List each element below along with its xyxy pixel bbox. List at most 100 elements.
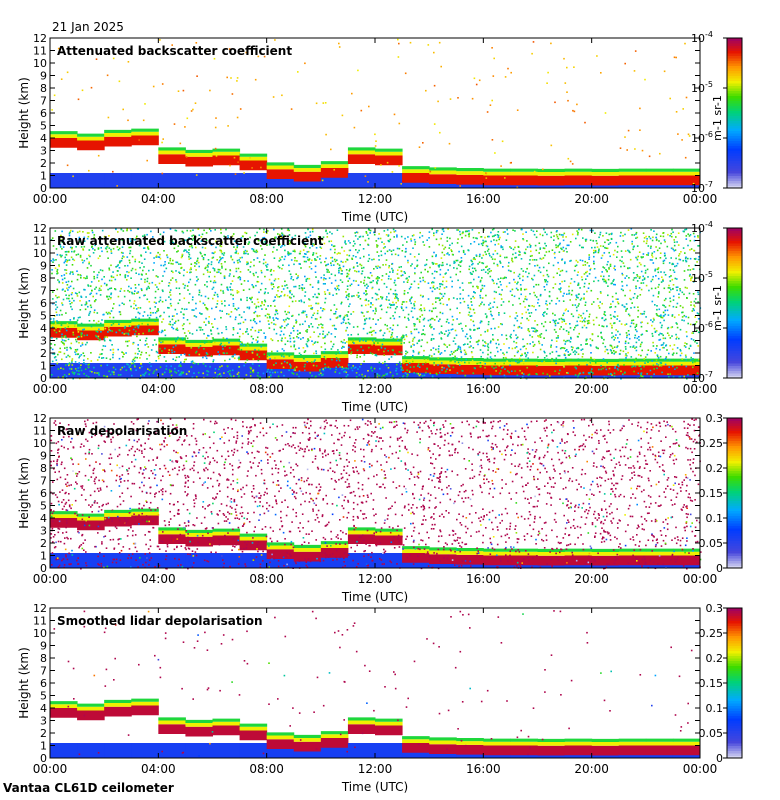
noise-pixel <box>306 344 308 347</box>
noise-pixel <box>86 232 89 234</box>
noise-pixel <box>342 341 344 344</box>
noise-pixel <box>303 256 306 258</box>
noise-pixel <box>168 323 170 325</box>
noise-pixel <box>567 310 569 312</box>
noise-pixel <box>655 246 657 248</box>
noise-pixel <box>578 372 581 375</box>
noise-pixel <box>183 287 186 289</box>
noise-pixel <box>293 340 296 343</box>
noise-pixel <box>630 307 632 309</box>
noise-pixel <box>130 362 133 365</box>
noise-pixel <box>221 252 224 255</box>
noise-pixel <box>582 237 584 239</box>
noise-pixel <box>558 251 561 253</box>
noise-pixel <box>229 373 231 375</box>
noise-pixel <box>164 329 166 331</box>
noise-pixel <box>559 270 562 273</box>
noise-pixel <box>315 352 318 355</box>
noise-pixel <box>258 315 261 317</box>
noise-pixel <box>308 305 310 307</box>
noise-pixel <box>80 335 83 338</box>
noise-pixel <box>99 353 101 356</box>
noise-pixel <box>248 241 250 243</box>
noise-pixel <box>583 273 586 275</box>
cloud-edge <box>429 357 457 361</box>
y-tick-label: 10 <box>33 57 47 70</box>
noise-pixel <box>249 375 252 377</box>
noise-pixel <box>602 235 604 237</box>
noise-pixel <box>546 273 549 276</box>
noise-pixel <box>70 229 72 232</box>
noise-pixel <box>439 283 441 285</box>
noise-pixel <box>325 257 327 260</box>
noise-pixel <box>566 91 568 93</box>
noise-pixel <box>389 371 392 374</box>
noise-pixel <box>489 307 492 310</box>
noise-pixel <box>632 246 635 248</box>
noise-pixel <box>237 291 240 293</box>
noise-pixel <box>490 340 492 342</box>
noise-pixel <box>60 367 62 369</box>
noise-pixel <box>630 356 633 358</box>
noise-pixel <box>306 361 309 363</box>
noise-pixel <box>668 291 671 293</box>
noise-pixel <box>410 265 412 267</box>
noise-pixel <box>511 347 514 350</box>
noise-pixel <box>260 345 262 348</box>
noise-pixel <box>530 229 533 231</box>
noise-pixel <box>632 279 635 281</box>
noise-pixel <box>468 361 470 364</box>
noise-pixel <box>552 264 555 267</box>
noise-pixel <box>108 311 110 314</box>
x-tick-label: 12:00 <box>358 192 393 206</box>
noise-pixel <box>376 376 379 378</box>
noise-pixel <box>225 243 228 246</box>
noise-pixel <box>212 286 215 289</box>
noise-pixel <box>485 266 487 268</box>
noise-pixel <box>413 328 416 331</box>
noise-pixel <box>61 335 63 338</box>
cloud-edge <box>131 318 159 322</box>
noise-pixel <box>473 297 476 299</box>
noise-pixel <box>256 374 259 377</box>
noise-pixel <box>562 295 564 297</box>
noise-pixel <box>606 263 608 266</box>
noise-pixel <box>673 239 675 241</box>
noise-pixel <box>388 249 391 251</box>
noise-pixel <box>104 345 107 347</box>
noise-pixel <box>61 278 64 281</box>
noise-pixel <box>65 356 68 358</box>
noise-pixel <box>176 251 178 253</box>
noise-pixel <box>366 332 369 335</box>
noise-pixel <box>95 299 97 301</box>
noise-pixel <box>312 253 315 256</box>
noise-pixel <box>171 318 174 321</box>
noise-pixel <box>521 317 523 319</box>
noise-pixel <box>284 343 287 346</box>
noise-pixel <box>310 262 312 264</box>
noise-pixel <box>142 373 144 376</box>
cloud-layer <box>510 175 538 186</box>
noise-pixel <box>635 346 638 348</box>
noise-pixel <box>575 237 577 240</box>
noise-pixel <box>182 89 185 92</box>
noise-pixel <box>362 235 364 238</box>
noise-pixel <box>475 254 478 256</box>
noise-pixel <box>562 314 564 317</box>
noise-pixel <box>61 230 63 233</box>
noise-pixel <box>200 294 203 297</box>
noise-pixel <box>68 232 71 235</box>
noise-pixel <box>194 102 197 104</box>
noise-pixel <box>462 297 464 300</box>
noise-pixel <box>64 260 67 263</box>
noise-pixel <box>86 267 89 269</box>
noise-pixel <box>380 304 383 307</box>
noise-pixel <box>274 357 276 359</box>
noise-pixel <box>267 269 269 271</box>
noise-pixel <box>247 345 249 347</box>
noise-pixel <box>651 252 654 255</box>
noise-pixel <box>144 278 146 281</box>
noise-pixel <box>280 246 282 248</box>
noise-pixel <box>281 245 283 247</box>
colorbar-segment <box>727 123 742 126</box>
